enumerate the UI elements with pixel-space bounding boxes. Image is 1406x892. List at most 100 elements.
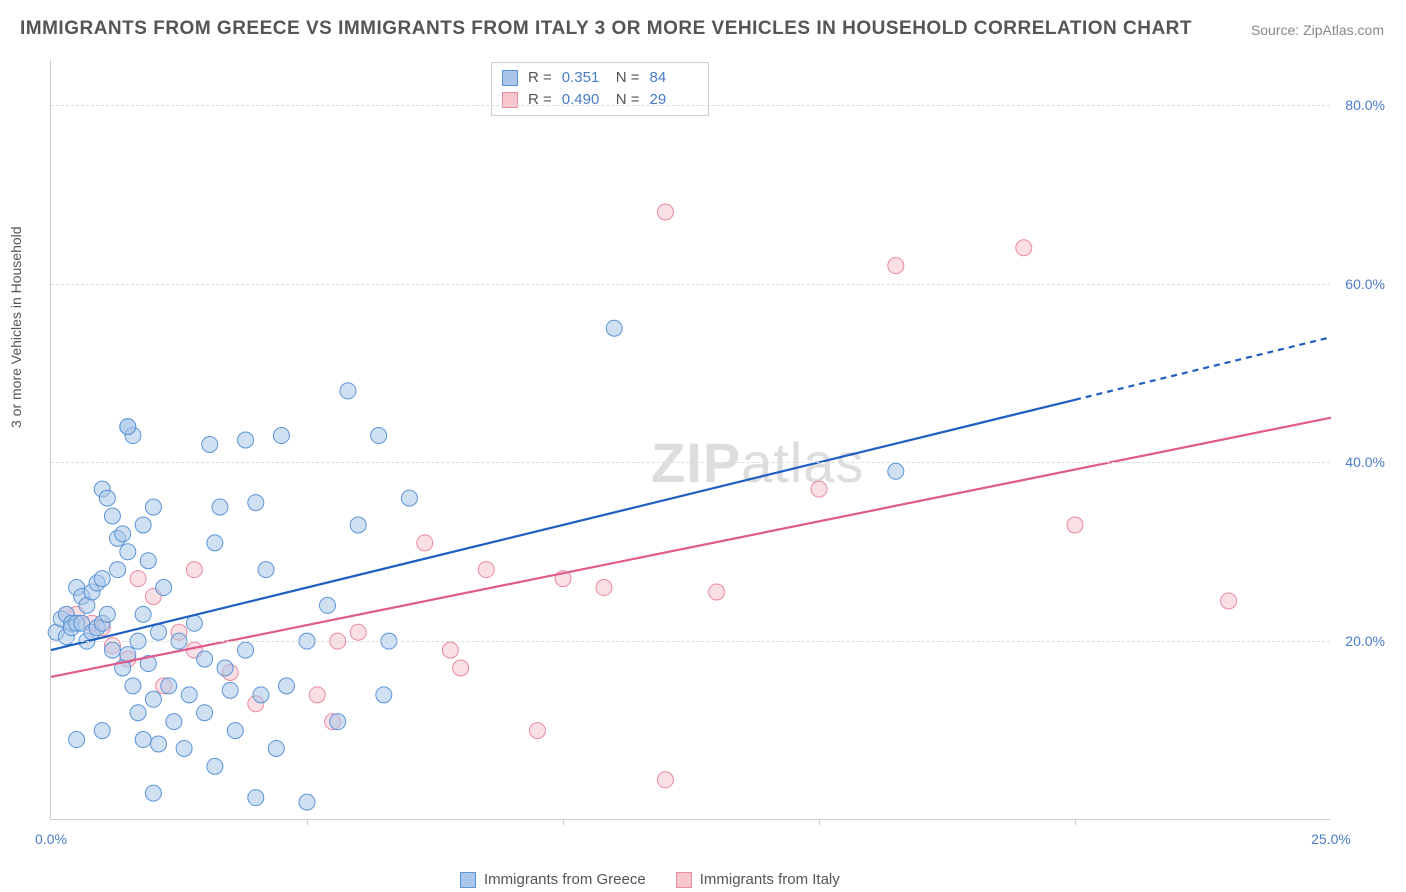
scatter-point <box>110 562 126 578</box>
legend-label: Immigrants from Greece <box>484 871 646 888</box>
scatter-point <box>273 428 289 444</box>
scatter-point <box>811 481 827 497</box>
scatter-point <box>1221 593 1237 609</box>
x-tick-mark <box>1075 819 1076 825</box>
x-tick-mark <box>563 819 564 825</box>
scatter-point <box>442 642 458 658</box>
scatter-point <box>140 553 156 569</box>
scatter-point <box>156 580 172 596</box>
scatter-point <box>222 682 238 698</box>
scatter-point <box>104 642 120 658</box>
scatter-point <box>135 732 151 748</box>
scatter-point <box>125 678 141 694</box>
scatter-point <box>888 463 904 479</box>
scatter-point <box>453 660 469 676</box>
scatter-point <box>238 432 254 448</box>
legend-item: Immigrants from Italy <box>676 871 840 888</box>
scatter-point <box>94 571 110 587</box>
scatter-point <box>120 544 136 560</box>
scatter-point <box>350 624 366 640</box>
scatter-point <box>376 687 392 703</box>
scatter-point <box>145 499 161 515</box>
scatter-point <box>104 508 120 524</box>
trend-line <box>51 400 1075 650</box>
scatter-point <box>197 651 213 667</box>
scatter-point <box>197 705 213 721</box>
scatter-point <box>161 678 177 694</box>
scatter-point <box>253 687 269 703</box>
x-tick-mark <box>819 819 820 825</box>
scatter-point <box>69 732 85 748</box>
scatter-point <box>181 687 197 703</box>
legend-label: Immigrants from Italy <box>700 871 840 888</box>
scatter-point <box>1016 240 1032 256</box>
scatter-point <box>115 526 131 542</box>
scatter-point <box>657 772 673 788</box>
x-tick-label: 25.0% <box>1311 831 1351 847</box>
scatter-point <box>596 580 612 596</box>
scatter-point <box>130 705 146 721</box>
scatter-point <box>606 320 622 336</box>
plot-area: ZIPatlas R = 0.351 N = 84 R = 0.490 N = … <box>50 60 1330 820</box>
scatter-point <box>207 535 223 551</box>
scatter-point <box>248 495 264 511</box>
scatter-point <box>1067 517 1083 533</box>
scatter-point <box>478 562 494 578</box>
scatter-point <box>417 535 433 551</box>
scatter-point <box>166 714 182 730</box>
scatter-point <box>268 740 284 756</box>
scatter-point <box>217 660 233 676</box>
scatter-point <box>330 714 346 730</box>
y-tick-label: 60.0% <box>1345 276 1385 292</box>
y-tick-label: 80.0% <box>1345 97 1385 113</box>
scatter-point <box>99 606 115 622</box>
swatch-blue <box>460 872 476 888</box>
scatter-point <box>145 785 161 801</box>
scatter-point <box>145 691 161 707</box>
chart-svg <box>51 60 1330 819</box>
scatter-point <box>238 642 254 658</box>
gridline <box>51 462 1330 463</box>
scatter-point <box>176 740 192 756</box>
scatter-point <box>401 490 417 506</box>
y-tick-label: 40.0% <box>1345 454 1385 470</box>
scatter-point <box>309 687 325 703</box>
scatter-point <box>186 562 202 578</box>
trend-line <box>51 418 1331 677</box>
scatter-point <box>248 790 264 806</box>
scatter-point <box>207 758 223 774</box>
scatter-point <box>130 571 146 587</box>
y-axis-label: 3 or more Vehicles in Household <box>8 226 24 428</box>
scatter-point <box>279 678 295 694</box>
scatter-point <box>299 794 315 810</box>
scatter-point <box>529 723 545 739</box>
gridline <box>51 105 1330 106</box>
scatter-point <box>371 428 387 444</box>
x-tick-mark <box>307 819 308 825</box>
scatter-point <box>135 517 151 533</box>
scatter-point <box>657 204 673 220</box>
trend-line-dashed <box>1075 337 1331 400</box>
scatter-point <box>709 584 725 600</box>
scatter-point <box>258 562 274 578</box>
swatch-pink <box>676 872 692 888</box>
gridline <box>51 284 1330 285</box>
gridline <box>51 641 1330 642</box>
source-label: Source: ZipAtlas.com <box>1251 22 1384 38</box>
scatter-point <box>120 419 136 435</box>
bottom-legend: Immigrants from Greece Immigrants from I… <box>460 871 840 888</box>
y-tick-label: 20.0% <box>1345 633 1385 649</box>
scatter-point <box>212 499 228 515</box>
scatter-point <box>151 624 167 640</box>
scatter-point <box>319 597 335 613</box>
scatter-point <box>340 383 356 399</box>
scatter-point <box>227 723 243 739</box>
scatter-point <box>202 436 218 452</box>
scatter-point <box>94 723 110 739</box>
scatter-point <box>888 258 904 274</box>
scatter-point <box>135 606 151 622</box>
scatter-point <box>186 615 202 631</box>
scatter-point <box>151 736 167 752</box>
scatter-point <box>99 490 115 506</box>
legend-item: Immigrants from Greece <box>460 871 646 888</box>
